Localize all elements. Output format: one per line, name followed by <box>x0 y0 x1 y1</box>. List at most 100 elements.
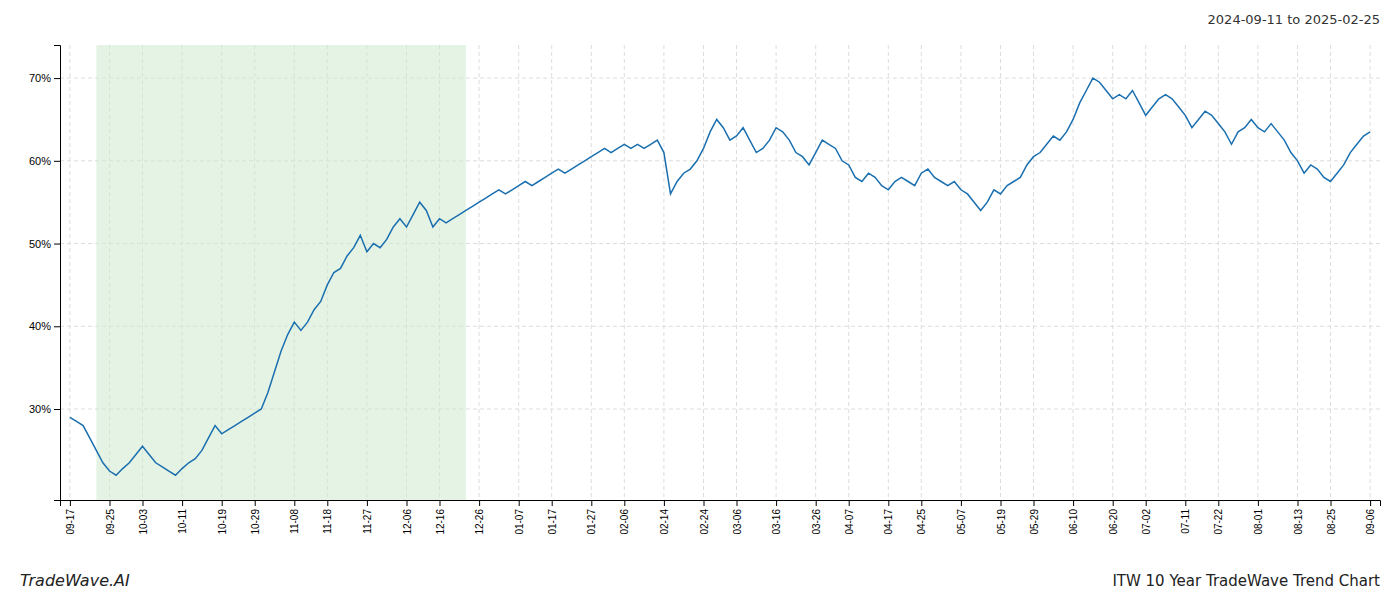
tick: 01-07 <box>514 500 525 535</box>
tick-label: 10-03 <box>138 509 149 535</box>
tick-mark <box>110 500 111 506</box>
tick: 02-14 <box>659 500 670 535</box>
grid-line <box>69 45 70 500</box>
tick: 03-06 <box>732 500 743 535</box>
tick: 12-06 <box>402 500 413 535</box>
tick-label: 10-19 <box>217 509 228 535</box>
grid-line <box>960 45 961 500</box>
tick-label: 60% <box>29 155 51 167</box>
tick: 09-25 <box>105 500 116 535</box>
tick: 09-17 <box>65 500 76 535</box>
tick-mark <box>888 500 889 506</box>
tick-label: 09-25 <box>105 509 116 535</box>
tick-label: 08-25 <box>1326 509 1337 535</box>
tick: 10-29 <box>250 500 261 535</box>
marks <box>70 45 1370 500</box>
grid-line <box>518 45 519 500</box>
tick-label: 04-17 <box>883 509 894 535</box>
axis-line <box>61 501 1381 507</box>
tick: 06-20 <box>1108 500 1119 535</box>
tick-mark <box>704 500 705 506</box>
tick-label: 02-06 <box>619 509 630 535</box>
tick-label: 01-17 <box>547 509 558 535</box>
subtitle: 2024-09-11 to 2025-02-25 <box>1208 12 1380 27</box>
grid-line <box>1297 45 1298 500</box>
axis-line <box>54 46 61 501</box>
tick-label: 05-29 <box>1029 509 1040 535</box>
tick-mark <box>1113 500 1114 506</box>
tick-mark <box>70 500 71 506</box>
tick-label: 05-07 <box>956 509 967 535</box>
grid <box>60 45 1380 500</box>
grid-line <box>848 45 849 500</box>
tick-label: 08-13 <box>1293 509 1304 535</box>
tick-mark <box>407 500 408 506</box>
tick-label: 07-11 <box>1180 509 1191 534</box>
grid-line <box>921 45 922 500</box>
grid-line <box>1000 45 1001 500</box>
tick-label: 06-20 <box>1108 509 1119 535</box>
tick: 05-07 <box>956 500 967 535</box>
grid-line <box>1073 45 1074 500</box>
tick-label: 01-27 <box>586 509 597 535</box>
y-axis: 30%40%50%60%70% <box>29 46 61 501</box>
tick-label: 09-06 <box>1365 509 1376 535</box>
tick-label: 50% <box>29 238 51 250</box>
tick: 10-03 <box>138 500 149 535</box>
tick-mark <box>737 500 738 506</box>
tick: 09-06 <box>1365 500 1376 535</box>
title: ITW 10 Year TradeWave Trend Chart <box>1112 572 1380 590</box>
tick-label: 07-02 <box>1141 509 1152 535</box>
tick-mark <box>591 500 592 506</box>
tick-mark <box>327 500 328 506</box>
tick: 05-19 <box>996 500 1007 535</box>
tick-label: 05-19 <box>996 509 1007 535</box>
tick-mark <box>54 78 60 79</box>
tick-mark <box>1001 500 1002 506</box>
grid-line <box>1112 45 1113 500</box>
tick-mark <box>849 500 850 506</box>
tick-label: 08-01 <box>1253 509 1264 535</box>
tick-label: 70% <box>29 72 51 84</box>
tick-label: 01-07 <box>514 509 525 535</box>
tick-label: 03-16 <box>771 509 782 535</box>
tick: 02-24 <box>699 500 710 535</box>
tick: 01-17 <box>547 500 558 535</box>
grid-line <box>736 45 737 500</box>
tick: 02-06 <box>619 500 630 535</box>
tick: 12-26 <box>474 500 485 535</box>
tick: 07-02 <box>1141 500 1152 535</box>
tick-mark <box>54 244 60 245</box>
line <box>70 78 1370 475</box>
tick: 07-11 <box>1180 500 1191 534</box>
tick-mark <box>1298 500 1299 506</box>
tick: 08-25 <box>1326 500 1337 535</box>
tick: 10-19 <box>217 500 228 535</box>
grid-line <box>1330 45 1331 500</box>
tick-mark <box>1258 500 1259 506</box>
tick-mark <box>961 500 962 506</box>
grid-line <box>888 45 889 500</box>
tick-label: 12-16 <box>435 509 446 535</box>
tick-label: 09-17 <box>65 509 76 535</box>
tick-mark <box>255 500 256 506</box>
tick: 60% <box>29 155 60 167</box>
tick-mark <box>1370 500 1371 506</box>
tick-mark <box>552 500 553 506</box>
tick-label: 04-25 <box>916 509 927 535</box>
tick-label: 12-26 <box>474 509 485 535</box>
tick-label: 10-29 <box>250 509 261 535</box>
tick-label: 04-07 <box>844 509 855 535</box>
tick-mark <box>776 500 777 506</box>
tick-label: 10-11 <box>177 509 188 534</box>
tick: 03-16 <box>771 500 782 535</box>
grid-line <box>663 45 664 500</box>
tick: 70% <box>29 72 60 84</box>
grid-line <box>479 45 480 500</box>
tick: 04-25 <box>916 500 927 535</box>
grid-line <box>624 45 625 500</box>
tick-mark <box>143 500 144 506</box>
tick: 08-13 <box>1293 500 1304 535</box>
tick-label: 02-14 <box>659 509 670 535</box>
tick: 06-10 <box>1068 500 1079 535</box>
